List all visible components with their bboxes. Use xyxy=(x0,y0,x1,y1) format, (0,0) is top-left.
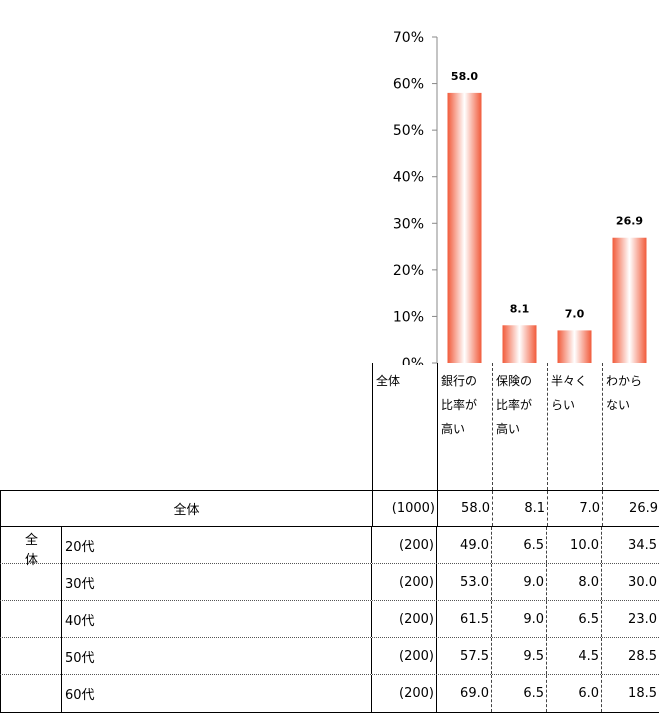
table-row: 60代 (200) 69.0 6.5 6.0 18.5 xyxy=(0,675,659,713)
row-n: (1000) xyxy=(373,491,438,526)
y-tick-label: 40% xyxy=(393,170,424,186)
table-row: 40代 (200) 61.5 9.0 6.5 23.0 xyxy=(0,601,659,638)
bar xyxy=(502,325,537,363)
y-tick-label: 50% xyxy=(393,123,424,139)
row-value: 26.9 xyxy=(629,501,658,516)
y-tick-label: 60% xyxy=(393,77,424,93)
row-value: 8.1 xyxy=(493,491,548,526)
row-label: 20代 xyxy=(62,527,372,563)
row-value: 6.5 xyxy=(492,527,547,563)
bar xyxy=(557,330,592,363)
header-col-insurance-line: 保険の xyxy=(496,374,533,388)
bar-chart: 0% 10% 20% 30% 40% 50% 60% 70% 58.0 8.1 7.0 26.9 xyxy=(393,30,647,365)
data-table: 全体 (1000) 58.0 8.1 7.0 26.9 全 体 20代 (200… xyxy=(0,490,659,713)
row-value: 10.0 xyxy=(547,527,602,563)
row-value: 6.5 xyxy=(547,601,602,637)
header-col-unknown-line: わから xyxy=(606,374,643,388)
header-col-half-line: 半々く xyxy=(551,374,588,388)
header-col-half: 半々く らい xyxy=(548,363,603,490)
table-row-total: 全体 (1000) 58.0 8.1 7.0 26.9 xyxy=(0,490,659,527)
header-col-unknown-line: ない xyxy=(606,398,631,412)
table-row: 30代 (200) 53.0 9.0 8.0 30.0 xyxy=(0,564,659,601)
header-col-bank-line: 銀行の xyxy=(441,374,478,388)
y-tick-label: 10% xyxy=(393,309,424,325)
bar xyxy=(447,92,482,363)
row-value: 30.0 xyxy=(628,574,657,590)
bar-value-label: 7.0 xyxy=(565,307,585,320)
bar-value-label: 58.0 xyxy=(451,70,478,83)
row-value: 6.0 xyxy=(547,675,602,712)
header-col-bank-line: 高い xyxy=(441,422,466,436)
y-tick-label: 0% xyxy=(402,356,424,365)
header-col-unknown: わから ない xyxy=(603,363,659,490)
row-n: (200) xyxy=(372,675,437,712)
bar xyxy=(612,237,647,363)
row-value: 23.0 xyxy=(628,611,657,627)
group-label-char: 全 xyxy=(25,533,39,548)
row-value: 34.5 xyxy=(628,537,657,553)
row-value: 61.5 xyxy=(437,601,492,637)
table-header: 全体 銀行の 比率が 高い 保険の 比率が 高い 半々く らい わから ない xyxy=(372,363,659,490)
row-value: 57.5 xyxy=(437,638,492,674)
row-value: 28.5 xyxy=(628,648,657,664)
bar-value-label: 26.9 xyxy=(616,215,643,228)
header-total-label: 全体 xyxy=(376,374,401,388)
row-n: (200) xyxy=(372,638,437,674)
row-value: 53.0 xyxy=(437,564,492,600)
row-value: 9.5 xyxy=(492,638,547,674)
bar-value-label: 8.1 xyxy=(510,302,530,315)
header-col-insurance-line: 高い xyxy=(496,422,521,436)
row-value: 4.5 xyxy=(547,638,602,674)
header-col-half-line: らい xyxy=(551,398,576,412)
row-n: (200) xyxy=(372,601,437,637)
table-row: 50代 (200) 57.5 9.5 4.5 28.5 xyxy=(0,638,659,675)
row-value: 7.0 xyxy=(548,491,603,526)
header-col-insurance-line: 比率が xyxy=(496,398,533,412)
y-tick-label: 70% xyxy=(393,30,424,46)
row-value: 18.5 xyxy=(628,686,657,701)
row-label: 30代 xyxy=(62,564,372,600)
header-col-bank: 銀行の 比率が 高い xyxy=(438,363,493,490)
row-label: 全体 xyxy=(1,491,373,526)
row-value: 9.0 xyxy=(492,564,547,600)
row-value: 58.0 xyxy=(438,491,493,526)
row-label: 60代 xyxy=(62,675,372,712)
group-label-char: 体 xyxy=(25,553,39,568)
y-tick-label: 20% xyxy=(393,263,424,279)
row-value: 49.0 xyxy=(437,527,492,563)
y-tick-label: 30% xyxy=(393,216,424,232)
row-value: 69.0 xyxy=(437,675,492,712)
row-n: (200) xyxy=(372,527,437,563)
row-value: 9.0 xyxy=(492,601,547,637)
row-n: (200) xyxy=(372,564,437,600)
row-label: 50代 xyxy=(62,638,372,674)
header-col-bank-line: 比率が xyxy=(441,398,478,412)
table-row: 20代 (200) 49.0 6.5 10.0 34.5 xyxy=(0,527,659,564)
row-value: 8.0 xyxy=(547,564,602,600)
row-value: 6.5 xyxy=(492,675,547,712)
header-col-insurance: 保険の 比率が 高い xyxy=(493,363,548,490)
row-label: 40代 xyxy=(62,601,372,637)
header-total: 全体 xyxy=(373,363,438,490)
